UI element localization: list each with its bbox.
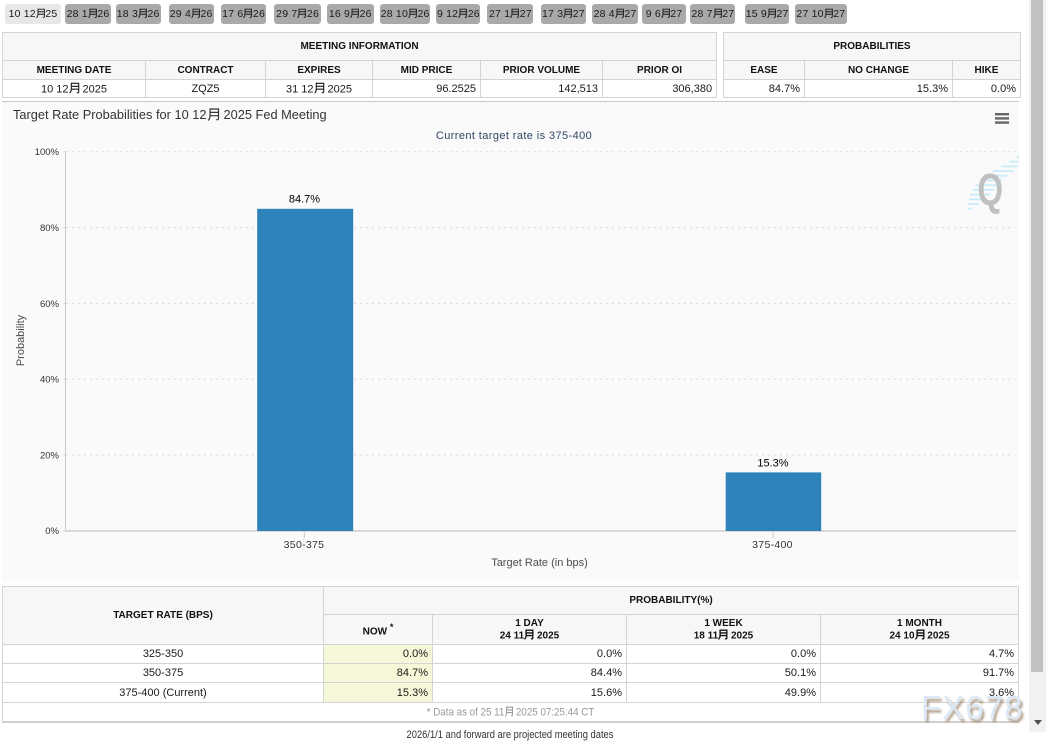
svg-text:84.7%: 84.7% [289, 194, 320, 206]
svg-text:20%: 20% [40, 450, 60, 461]
svg-text:60%: 60% [40, 299, 60, 310]
svg-text:40%: 40% [40, 375, 60, 386]
svg-text:Target Rate Probabilities for: Target Rate Probabilities for 10 12 [13, 107, 206, 122]
svg-text:350-375: 350-375 [284, 539, 325, 551]
svg-text:15.3%: 15.3% [757, 458, 788, 470]
svg-text:375-400: 375-400 [752, 539, 793, 551]
svg-text:Probability: Probability [15, 314, 27, 366]
svg-text:0%: 0% [45, 526, 59, 537]
svg-text:Q: Q [978, 165, 1004, 215]
svg-text:Target Rate (in bps): Target Rate (in bps) [491, 557, 588, 569]
svg-text:Current target rate is 375-400: Current target rate is 375-400 [436, 130, 592, 142]
svg-text:2025 Fed Meeting: 2025 Fed Meeting [224, 107, 327, 122]
svg-text:100%: 100% [35, 147, 60, 158]
svg-text:80%: 80% [40, 223, 60, 234]
